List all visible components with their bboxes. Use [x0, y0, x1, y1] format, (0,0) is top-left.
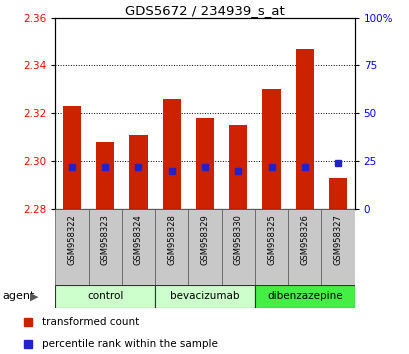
Bar: [328, 178, 346, 209]
Text: ▶: ▶: [29, 291, 38, 302]
Bar: [129, 135, 147, 209]
Bar: [162, 99, 180, 209]
Bar: [295, 49, 313, 209]
Bar: [155, 285, 254, 308]
Bar: [55, 209, 88, 285]
Text: dibenzazepine: dibenzazepine: [266, 291, 342, 302]
Bar: [63, 106, 81, 209]
Bar: [155, 209, 188, 285]
Bar: [229, 125, 247, 209]
Bar: [121, 209, 155, 285]
Title: GDS5672 / 234939_s_at: GDS5672 / 234939_s_at: [125, 4, 284, 17]
Text: GSM958324: GSM958324: [134, 214, 143, 265]
Text: GSM958329: GSM958329: [200, 214, 209, 265]
Text: GSM958330: GSM958330: [233, 214, 242, 265]
Bar: [254, 285, 354, 308]
Text: control: control: [87, 291, 123, 302]
Text: GSM958327: GSM958327: [333, 214, 342, 265]
Bar: [96, 142, 114, 209]
Bar: [321, 209, 354, 285]
Text: GSM958328: GSM958328: [167, 214, 176, 265]
Text: GSM958322: GSM958322: [67, 214, 76, 265]
Bar: [188, 209, 221, 285]
Bar: [55, 285, 155, 308]
Bar: [262, 89, 280, 209]
Bar: [221, 209, 254, 285]
Text: bevacizumab: bevacizumab: [170, 291, 239, 302]
Text: agent: agent: [2, 291, 34, 302]
Bar: [254, 209, 288, 285]
Text: GSM958326: GSM958326: [299, 214, 308, 265]
Bar: [288, 209, 321, 285]
Text: percentile rank within the sample: percentile rank within the sample: [42, 339, 218, 349]
Text: GSM958323: GSM958323: [101, 214, 110, 265]
Text: transformed count: transformed count: [42, 317, 139, 327]
Bar: [88, 209, 121, 285]
Text: GSM958325: GSM958325: [266, 214, 275, 265]
Bar: [196, 118, 213, 209]
